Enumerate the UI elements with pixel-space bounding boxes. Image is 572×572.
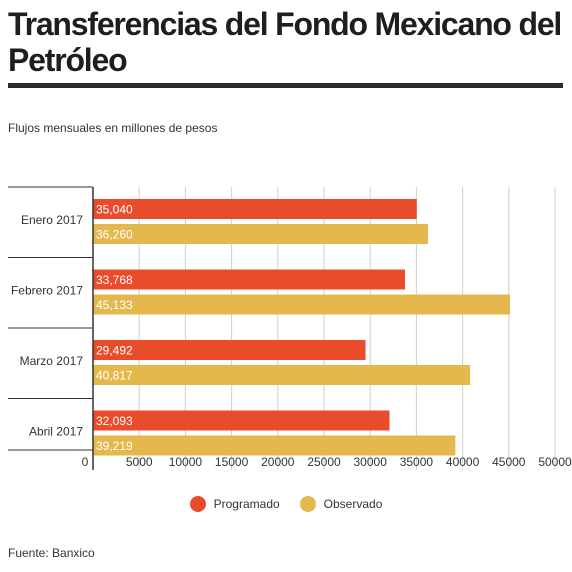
bar-observado-0 (93, 224, 429, 244)
bar-observado-2 (93, 365, 471, 385)
bars: 35,040 33,768 29,492 32,093 36,260 45,133 40,8… (93, 199, 511, 456)
data-label: 40,817 (96, 369, 133, 383)
bar-observado-1 (93, 294, 511, 315)
bar-programado-0 (93, 199, 417, 219)
x-tick-label: 25000 (307, 455, 341, 469)
bar-programado-2 (93, 340, 366, 360)
legend-item-observado: Observado (299, 496, 383, 512)
category-label: Abril 2017 (29, 425, 83, 439)
data-label: 45,133 (96, 298, 133, 312)
data-label: 35,040 (96, 203, 133, 217)
legend-label-observado: Observado (323, 497, 383, 511)
x-tick-label: 10000 (169, 455, 203, 469)
legend-item-programado: Programado (189, 496, 280, 512)
x-tick-label: 30000 (354, 455, 388, 469)
title-rule (8, 83, 563, 88)
x-tick-label: 15000 (215, 455, 249, 469)
legend-label-programado: Programado (213, 497, 280, 511)
legend: Programado Observado (0, 496, 572, 512)
chart-subtitle: Flujos mensuales en millones de pesos (8, 121, 218, 135)
category-label: Enero 2017 (21, 213, 83, 227)
x-tick-label: 40000 (446, 455, 480, 469)
x-tick-label: 5000 (126, 455, 153, 469)
bar-observado-3 (93, 435, 456, 456)
chart-title: Transferencias del Fondo Mexicano del Pe… (8, 6, 562, 78)
axes: Enero 2017 Febrero 2017 Marzo 2017 Abril 20… (8, 186, 572, 470)
data-label: 36,260 (96, 228, 133, 242)
x-tick-label: 0 (82, 455, 89, 469)
category-label: Marzo 2017 (20, 354, 84, 368)
data-label: 39,219 (96, 439, 133, 453)
x-tick-label: 20000 (261, 455, 295, 469)
x-tick-label: 45000 (492, 455, 526, 469)
legend-swatch-observado (299, 496, 316, 512)
bar-programado-1 (93, 269, 406, 290)
category-label: Febrero 2017 (11, 284, 83, 298)
data-label: 32,093 (96, 414, 133, 428)
data-label: 29,492 (96, 344, 133, 358)
x-tick-label: 50000 (538, 455, 572, 469)
bar-programado-3 (93, 410, 390, 431)
bar-chart: 35,040 33,768 29,492 32,093 36,260 45,133 40,8… (8, 186, 572, 470)
data-label: 33,768 (96, 273, 133, 287)
x-tick-label: 35000 (400, 455, 434, 469)
legend-swatch-programado (189, 496, 206, 512)
source-note: Fuente: Banxico (8, 546, 95, 560)
